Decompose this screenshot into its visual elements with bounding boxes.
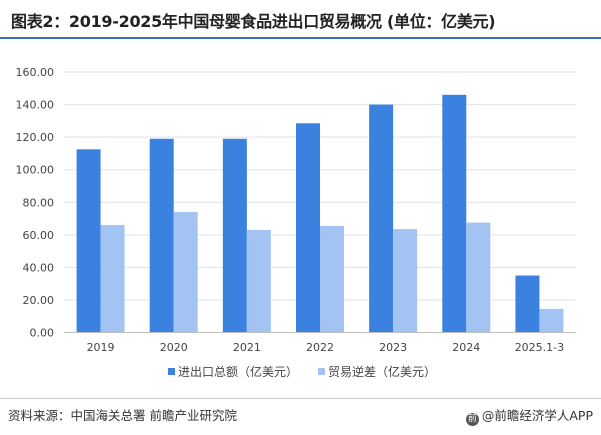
- x-tick-label: 2023: [379, 341, 407, 354]
- y-tick-label: 40.00: [23, 261, 55, 274]
- legend-swatch-series2: [318, 368, 325, 375]
- bar-series1: [442, 94, 467, 333]
- bar-series2: [173, 212, 198, 333]
- y-tick-label: 60.00: [23, 229, 55, 242]
- y-tick-label: 100.00: [16, 164, 55, 177]
- bar-series1: [222, 138, 247, 333]
- x-tick-label: 2021: [233, 341, 261, 354]
- bar-series1: [369, 104, 394, 333]
- bars: [76, 94, 564, 333]
- bar-series2: [320, 225, 344, 333]
- y-tick-label: 140.00: [16, 99, 55, 112]
- title-underline: [0, 37, 601, 39]
- legend: 进出口总额（亿美元） 贸易逆差（亿美元）: [168, 364, 436, 379]
- y-tick-label: 80.00: [23, 196, 55, 209]
- y-tick-label: 20.00: [23, 294, 55, 307]
- bar-series2: [466, 222, 491, 333]
- brand-credit: 前 @前瞻经济学人APP: [465, 405, 593, 426]
- brand-text: @前瞻经济学人APP: [481, 408, 593, 423]
- x-tick-label: 2019: [87, 341, 115, 354]
- bar-series1: [76, 149, 101, 333]
- x-tick-label: 2020: [160, 341, 188, 354]
- bar-series1: [515, 275, 540, 333]
- x-tick-label: 2024: [452, 341, 480, 354]
- x-axis-ticks: 2019 2020 2021 2022 2023 2024 2025.1-3: [87, 341, 565, 354]
- bar-series1: [296, 123, 320, 333]
- bar-series2: [246, 229, 271, 333]
- bar-series1: [149, 138, 174, 333]
- legend-label-series1: 进出口总额（亿美元）: [178, 364, 298, 379]
- y-tick-label: 120.00: [16, 131, 55, 144]
- chart-title: 图表2：2019-2025年中国母婴食品进出口贸易概况 (单位：亿美元): [11, 12, 496, 31]
- source-note: 资料来源：中国海关总署 前瞻产业研究院: [8, 408, 237, 423]
- bar-series2: [539, 308, 564, 333]
- source-divider: [0, 398, 601, 399]
- bar-series2: [100, 225, 125, 333]
- y-tick-label: 0.00: [30, 327, 55, 340]
- legend-label-series2: 贸易逆差（亿美元）: [328, 364, 436, 379]
- x-tick-label: 2025.1-3: [515, 341, 564, 354]
- bar-series2: [393, 229, 418, 333]
- x-tick-label: 2022: [306, 341, 334, 354]
- brand-icon: 前: [465, 413, 479, 426]
- legend-swatch-series1: [168, 368, 175, 375]
- bar-chart: 0.00 20.00 40.00 60.00 80.00 100.00 120.00 140.…: [16, 66, 576, 379]
- y-tick-label: 160.00: [16, 66, 55, 79]
- y-axis-ticks: 0.00 20.00 40.00 60.00 80.00 100.00 120.00 140.…: [16, 66, 55, 340]
